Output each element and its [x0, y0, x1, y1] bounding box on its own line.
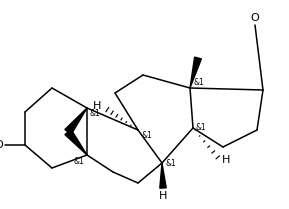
Text: H: H — [93, 101, 101, 111]
Text: H: H — [222, 155, 230, 165]
Polygon shape — [65, 108, 87, 134]
Polygon shape — [65, 129, 87, 155]
Text: &1: &1 — [193, 78, 204, 87]
Text: &1: &1 — [73, 157, 84, 166]
Text: &1: &1 — [196, 124, 207, 133]
Text: H: H — [159, 191, 167, 201]
Text: &1: &1 — [90, 109, 101, 118]
Text: O: O — [251, 13, 259, 23]
Text: O: O — [0, 140, 3, 150]
Text: &1: &1 — [141, 131, 152, 140]
Text: &1: &1 — [165, 158, 176, 167]
Polygon shape — [160, 163, 166, 188]
Polygon shape — [190, 57, 201, 88]
